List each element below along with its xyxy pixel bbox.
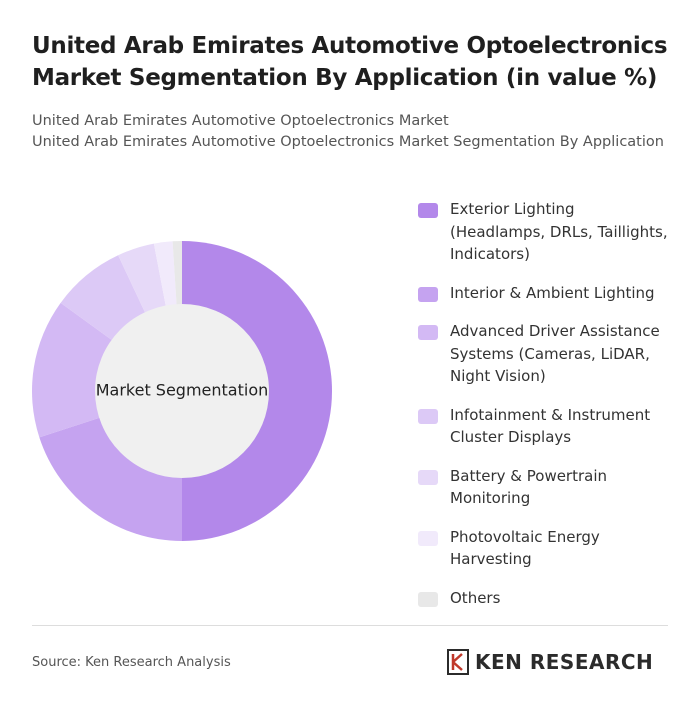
title: United Arab Emirates Automotive Optoelec…: [32, 33, 668, 91]
center-label: Market Segmentation: [96, 381, 269, 400]
legend-label: Infotainment & Instrument Cluster Displa…: [450, 405, 651, 447]
legend-swatch: [418, 591, 438, 607]
legend-item: Exterior Lighting (Headlamps, DRLs, Tail…: [418, 198, 668, 266]
legend-label: Others: [450, 588, 501, 607]
logo: KEN RESEARCH: [447, 648, 653, 676]
legend: Exterior Lighting (Headlamps, DRLs, Tail…: [418, 198, 668, 625]
logo-text: KEN RESEARCH: [475, 650, 654, 674]
donut-chart: Market Segmentation: [32, 241, 332, 541]
legend-label: Photovoltaic Energy Harvesting: [450, 527, 600, 569]
donut-hole: [95, 304, 269, 478]
source: Source: Ken Research Analysis: [32, 655, 231, 670]
divider: [32, 625, 668, 626]
legend-item: Photovoltaic Energy Harvesting: [418, 526, 668, 571]
legend-label: Interior & Ambient Lighting: [450, 283, 655, 302]
legend-item: Interior & Ambient Lighting: [418, 282, 668, 305]
legend-swatch: [418, 530, 438, 546]
legend-item: Infotainment & Instrument Cluster Displa…: [418, 404, 668, 449]
legend-item: Others: [418, 587, 668, 610]
legend-label: Battery & Powertrain Monitoring: [450, 466, 608, 508]
legend-item: Battery & Powertrain Monitoring: [418, 465, 668, 510]
legend-item: Advanced Driver Assistance Systems (Came…: [418, 320, 668, 388]
legend-swatch: [418, 325, 438, 340]
legend-swatch: [418, 469, 438, 485]
subtitle: United Arab Emirates Automotive Optoelec…: [32, 134, 664, 150]
legend-swatch: [418, 203, 438, 218]
subtitle: United Arab Emirates Automotive Optoelec…: [32, 113, 449, 129]
legend-swatch: [418, 286, 438, 302]
legend-label: Exterior Lighting (Headlamps, DRLs, Tail…: [450, 200, 668, 263]
legend-label: Advanced Driver Assistance Systems (Came…: [450, 322, 660, 385]
logo-icon: [447, 649, 469, 675]
legend-swatch: [418, 408, 438, 424]
